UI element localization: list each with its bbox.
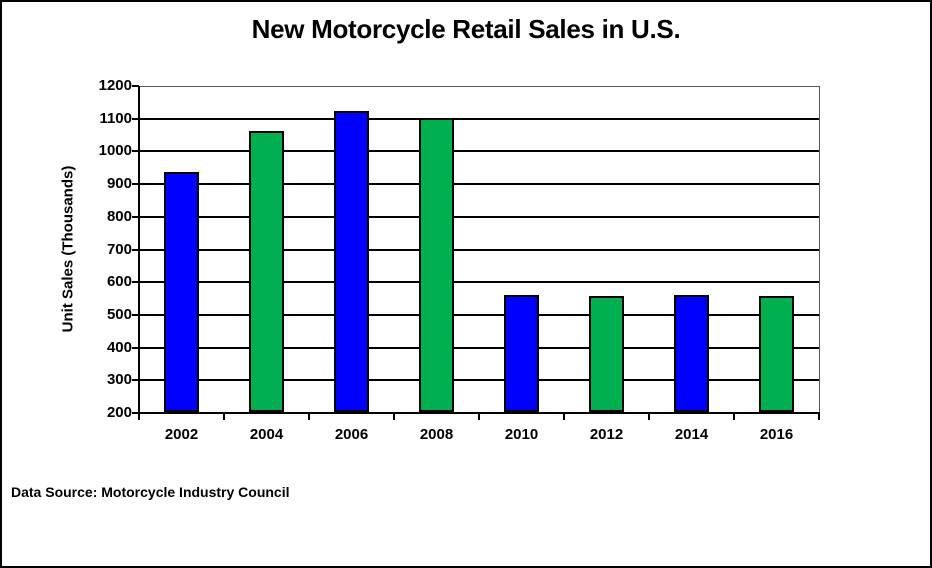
x-axis-label-2008: 2008 — [419, 426, 454, 443]
y-tick-label-1100: 1100 — [99, 109, 132, 127]
y-tick-mark-700 — [132, 248, 139, 251]
chart-title: New Motorcycle Retail Sales in U.S. — [251, 14, 681, 44]
y-tick-mark-500 — [132, 313, 139, 316]
x-axis-label-2010: 2010 — [504, 426, 539, 443]
gridline-1000 — [139, 150, 819, 153]
y-tick-mark-1000 — [132, 150, 139, 153]
x-axis-label-2006: 2006 — [334, 426, 369, 443]
y-tick-label-200: 200 — [106, 404, 132, 421]
y-tick-mark-600 — [132, 281, 139, 284]
plot-border-top — [139, 86, 820, 87]
y-tick-mark-1100 — [132, 117, 139, 120]
y-tick-label-600: 600 — [106, 273, 132, 291]
x-axis-label-2014: 2014 — [674, 426, 709, 443]
gridline-1100 — [139, 117, 819, 120]
y-tick-mark-800 — [132, 215, 139, 218]
x-tick-mark-1 — [223, 414, 225, 420]
x-tick-mark-3 — [393, 414, 395, 420]
bar-2006 — [334, 111, 369, 412]
x-axis-line — [138, 412, 820, 414]
gridline-700 — [139, 248, 819, 251]
y-tick-mark-1200 — [132, 85, 139, 87]
gridline-600 — [139, 281, 819, 284]
x-tick-mark-2 — [308, 414, 310, 420]
bar-2008 — [419, 117, 454, 412]
x-axis-label-2016: 2016 — [759, 426, 794, 443]
gridline-300 — [139, 379, 819, 382]
data-source-note: Data Source: Motorcycle Industry Council — [11, 484, 290, 500]
plot-border-right — [819, 86, 820, 413]
gridline-800 — [139, 215, 819, 218]
bar-2014 — [674, 295, 709, 412]
y-tick-label-1200: 1200 — [98, 77, 132, 94]
y-tick-label-400: 400 — [106, 338, 132, 356]
y-tick-label-1000: 1000 — [98, 142, 132, 160]
gridline-900 — [139, 183, 819, 186]
x-axis-label-2004: 2004 — [249, 426, 284, 443]
bar-2004 — [249, 131, 284, 412]
x-tick-mark-0 — [138, 414, 140, 420]
bar-2012 — [589, 296, 624, 412]
y-tick-label-700: 700 — [106, 240, 132, 258]
y-tick-mark-200 — [132, 412, 139, 414]
y-tick-label-800: 800 — [106, 207, 132, 225]
y-tick-label-300: 300 — [106, 371, 132, 389]
gridline-400 — [139, 346, 819, 349]
y-tick-mark-400 — [132, 346, 139, 349]
x-tick-mark-4 — [478, 414, 480, 420]
y-tick-mark-900 — [132, 183, 139, 186]
bar-2002 — [164, 172, 199, 412]
y-tick-label-900: 900 — [106, 175, 132, 193]
x-tick-mark-7 — [733, 414, 735, 420]
x-tick-mark-6 — [648, 414, 650, 420]
bar-2016 — [759, 295, 794, 412]
bar-2010 — [504, 295, 539, 412]
y-tick-label-500: 500 — [106, 305, 132, 323]
x-tick-mark-5 — [563, 414, 565, 420]
gridline-500 — [139, 313, 819, 316]
y-axis-line — [138, 86, 140, 414]
x-axis-label-2002: 2002 — [164, 426, 199, 443]
y-tick-mark-300 — [132, 379, 139, 382]
x-axis-label-2012: 2012 — [589, 426, 624, 443]
x-tick-mark-8 — [818, 414, 820, 420]
